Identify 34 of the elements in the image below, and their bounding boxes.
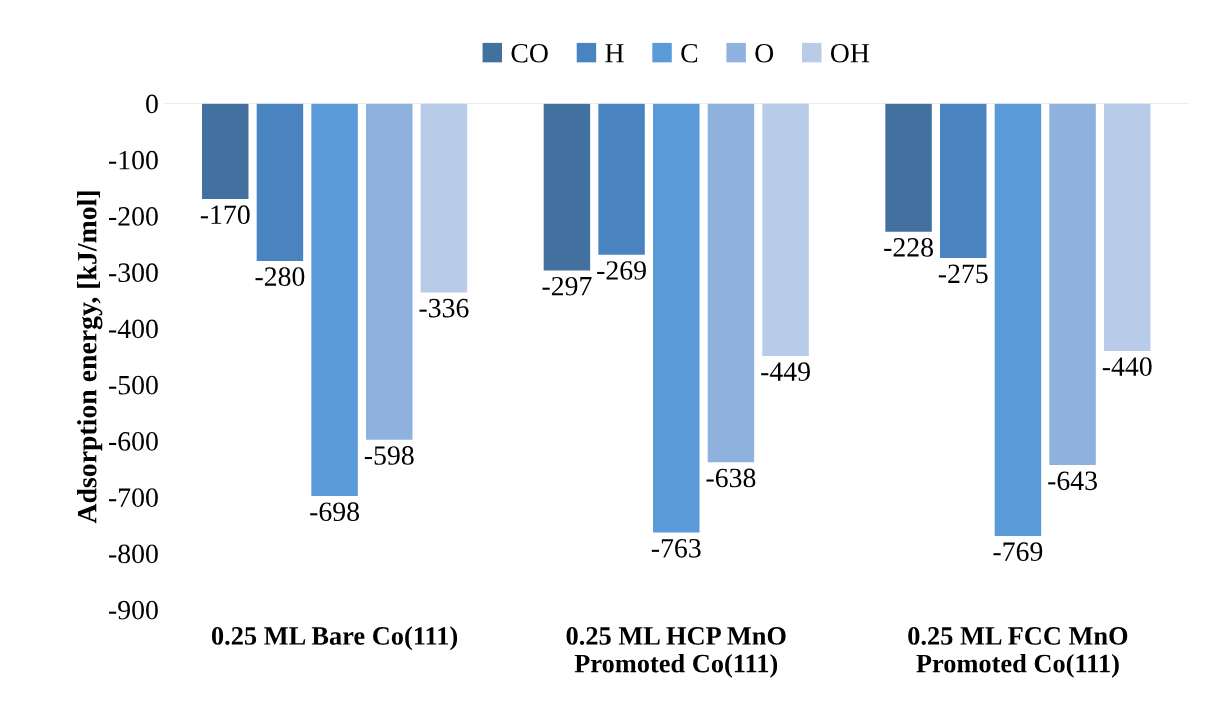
data-label: -449 <box>761 362 810 382</box>
y-tick-label: 0 <box>146 94 158 114</box>
legend-label: O <box>755 43 774 63</box>
y-tick-label: -500 <box>109 375 158 395</box>
data-label: -297 <box>542 276 592 296</box>
y-tick-label: -600 <box>109 432 158 451</box>
x-tick-label: 0.25 ML FCC MnO Promoted Co(111) <box>908 627 1128 678</box>
data-label: -769 <box>993 542 1043 562</box>
data-label: -269 <box>597 261 646 280</box>
legend-label: C <box>681 43 698 63</box>
data-label: -763 <box>651 538 701 558</box>
y-tick-label: -400 <box>109 319 158 339</box>
y-tick-label: -800 <box>109 544 158 564</box>
data-label: -170 <box>200 205 250 225</box>
data-label: -275 <box>938 264 988 284</box>
y-tick-label: -100 <box>109 150 158 170</box>
legend-label: OH <box>830 43 870 63</box>
x-tick-label: 0.25 ML HCP MnO Promoted Co(111) <box>566 627 786 678</box>
legend-label: CO <box>511 43 548 63</box>
data-label: -228 <box>884 237 933 257</box>
x-tick-label: 0.25 ML Bare Co(111) <box>211 626 458 651</box>
data-label: -598 <box>364 446 414 465</box>
y-tick-label: -200 <box>109 207 158 226</box>
data-label: -698 <box>310 502 359 522</box>
y-tick-label: -300 <box>109 263 158 283</box>
y-axis-title: Adsorption energy, [kJ/mol] <box>77 191 103 524</box>
data-label: -440 <box>1102 357 1152 376</box>
legend-label: H <box>605 44 624 63</box>
data-label: -638 <box>706 468 756 488</box>
y-tick-label: -700 <box>109 488 158 508</box>
data-label: -336 <box>419 298 469 318</box>
data-label: -643 <box>1048 471 1097 491</box>
y-tick-label: -900 <box>109 600 158 620</box>
data-label: -280 <box>255 267 305 286</box>
